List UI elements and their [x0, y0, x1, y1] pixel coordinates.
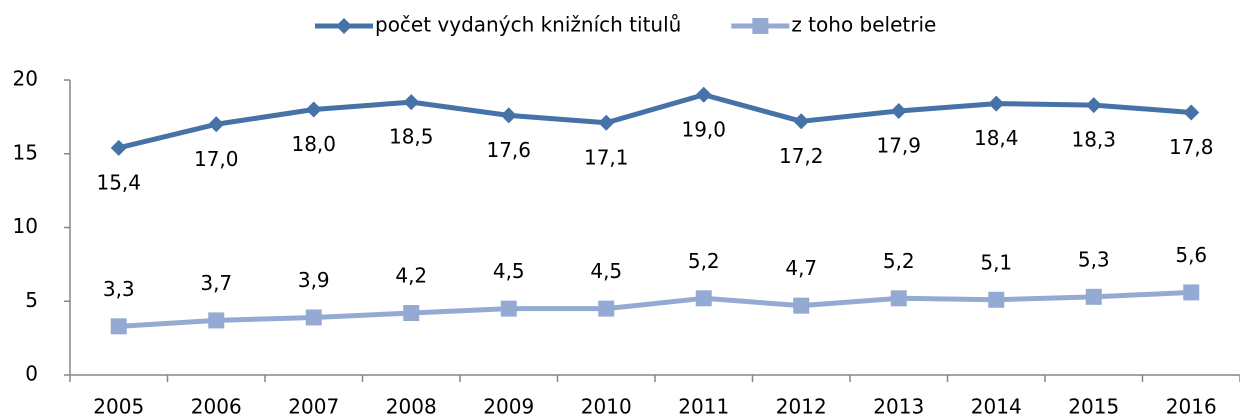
data-point [988, 291, 1005, 308]
legend-marker [752, 18, 769, 34]
x-tick-label: 2008 [386, 395, 437, 418]
y-tick-label: 15 [13, 140, 38, 164]
legend-label: z toho beletrie [791, 13, 936, 37]
y-tick-label: 0 [25, 362, 38, 386]
series-line [118, 289, 1192, 329]
data-label: 3,3 [103, 277, 135, 301]
x-tick-label: 2006 [191, 395, 242, 418]
data-label: 5,6 [1175, 243, 1207, 267]
data-label: 17,0 [194, 147, 239, 171]
data-point [890, 102, 907, 119]
data-point [695, 290, 712, 307]
data-label: 18,0 [291, 132, 336, 156]
x-tick-label: 2005 [93, 395, 144, 418]
data-label: 5,3 [1078, 247, 1110, 271]
x-tick-label: 2007 [288, 395, 339, 418]
data-label: 19,0 [681, 117, 726, 141]
data-point [208, 116, 225, 133]
y-tick-label: 10 [13, 214, 38, 238]
data-label: 5,1 [980, 250, 1012, 274]
data-label: 18,4 [974, 126, 1019, 150]
data-point [1085, 97, 1102, 114]
data-point [793, 113, 810, 130]
legend-label: počet vydaných knižních titulů [375, 13, 681, 37]
data-point [500, 107, 517, 124]
x-tick-label: 2009 [483, 395, 534, 418]
data-point [110, 318, 127, 335]
data-label: 17,9 [876, 133, 921, 157]
x-tick-label: 2016 [1166, 395, 1217, 418]
data-point [695, 86, 712, 103]
data-label: 4,5 [590, 259, 622, 283]
data-label: 5,2 [688, 249, 720, 273]
y-tick-label: 20 [13, 67, 38, 91]
data-point [208, 312, 225, 329]
x-tick-label: 2011 [678, 395, 729, 418]
data-point [890, 290, 907, 307]
data-label: 18,5 [389, 125, 434, 149]
x-tick-label: 2015 [1068, 395, 1119, 418]
series-line [118, 92, 1192, 151]
x-tick-label: 2010 [581, 395, 632, 418]
legend-marker [336, 18, 352, 34]
data-label: 15,4 [96, 170, 141, 194]
data-label: 4,2 [395, 264, 427, 288]
data-point [598, 300, 615, 317]
data-label: 3,9 [298, 268, 330, 292]
data-point [500, 300, 517, 317]
data-label: 18,3 [1071, 128, 1116, 152]
data-point [1085, 288, 1102, 305]
data-point [598, 114, 615, 131]
data-point [305, 309, 322, 326]
data-point [305, 101, 322, 118]
x-tick-label: 2014 [971, 395, 1022, 418]
data-label: 17,1 [584, 145, 629, 169]
data-point [110, 139, 127, 156]
y-tick-label: 5 [25, 288, 38, 312]
data-label: 5,2 [883, 249, 915, 273]
data-label: 17,6 [486, 138, 531, 162]
data-label: 4,5 [493, 259, 525, 283]
data-label: 17,8 [1169, 135, 1214, 159]
data-point [793, 297, 810, 314]
data-label: 17,2 [779, 144, 824, 168]
data-point [403, 305, 420, 322]
x-tick-label: 2012 [776, 395, 827, 418]
data-point [988, 95, 1005, 112]
x-tick-label: 2013 [873, 395, 924, 418]
data-point [403, 94, 420, 111]
data-label: 3,7 [200, 271, 232, 295]
data-point [1183, 284, 1200, 301]
data-point [1183, 104, 1200, 121]
data-label: 4,7 [785, 256, 817, 280]
